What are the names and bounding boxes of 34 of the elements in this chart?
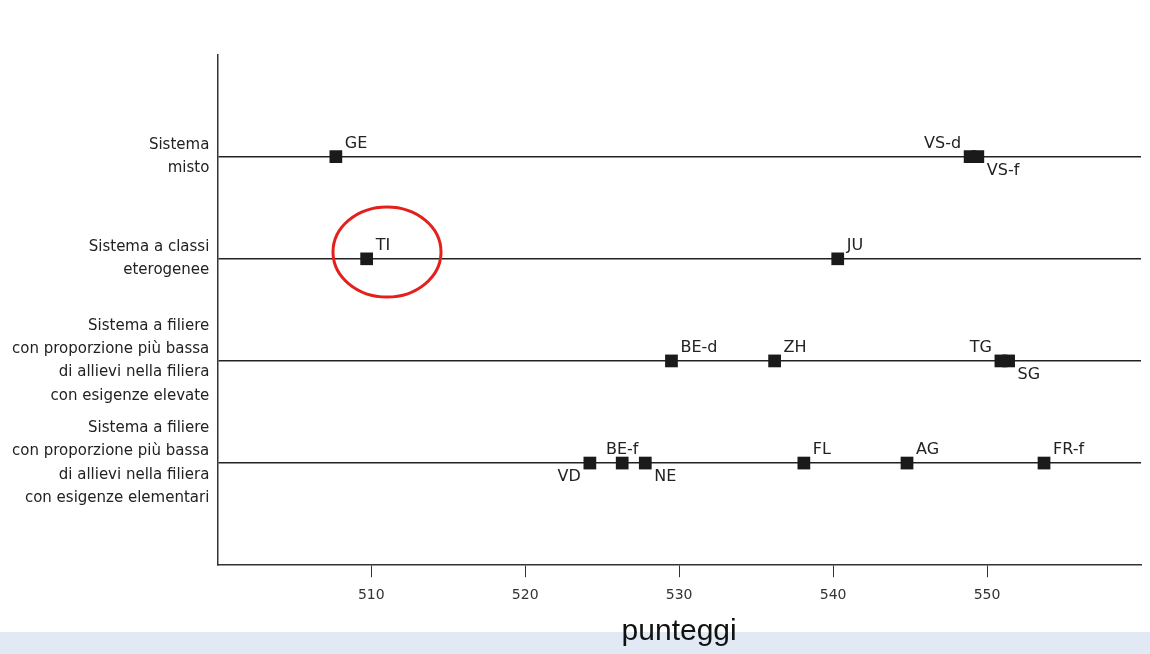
x-tick-label: 510 [357,586,385,603]
point [768,354,781,368]
series-label: AG [916,439,940,459]
series-label: JU [845,234,864,254]
series-label: VS-d [924,132,962,152]
series-label: BE-d [680,337,718,357]
x-tick-label: 550 [973,586,1001,603]
y-tick-label: Sistema a filiere con proporzione più bassa di allievi nella filiera con esigenze elevate [11,315,210,404]
series-label: TG [968,337,992,357]
x-axis-title: punteggi [621,613,737,647]
series-label: VD [557,466,581,486]
x-tick-label: 540 [819,586,847,603]
point [329,150,343,163]
x-tick-label: 520 [511,586,539,603]
series-label: ZH [783,337,807,357]
point [638,456,652,470]
point [831,252,845,266]
x-tick-label: 530 [665,586,693,603]
series-label: FL [812,439,832,459]
series-label: TI [374,234,391,254]
series-label: VS-f [986,159,1020,179]
point [360,252,374,266]
series-label: SG [1017,364,1041,384]
point [963,150,977,163]
y-tick-label: Sistema a filiere con proporzione più bassa di allievi nella filiera con esigenze elementari [11,418,210,506]
series-label: NE [654,466,677,486]
series-label: GE [344,132,368,152]
point [615,456,629,470]
series-label: BE-f [605,439,639,459]
y-tick-label: Sistema misto [148,134,210,177]
point [797,456,811,470]
series-label: FR-f [1053,439,1085,459]
point [665,354,678,368]
y-tick-label: Sistema a classi eterogenee [88,237,210,279]
